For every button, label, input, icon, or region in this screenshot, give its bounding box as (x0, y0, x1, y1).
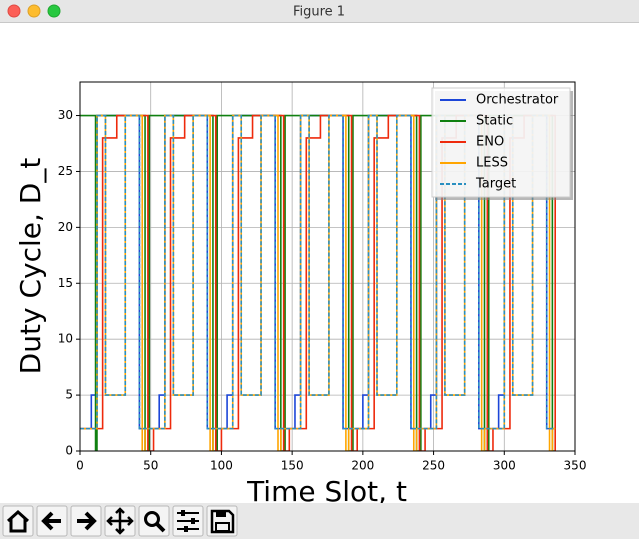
pan-button[interactable] (104, 505, 136, 537)
legend-label: ENO (476, 135, 504, 150)
x-tick-label: 100 (210, 459, 233, 473)
home-button[interactable] (2, 505, 34, 537)
y-tick-label: 10 (58, 332, 73, 346)
forward-button[interactable] (70, 505, 102, 537)
x-tick-label: 250 (422, 459, 445, 473)
legend-label: LESS (476, 156, 508, 171)
toolbar (0, 503, 639, 539)
close-button[interactable] (7, 4, 21, 18)
y-tick-label: 25 (58, 164, 73, 178)
series-line (80, 114, 556, 451)
minimize-button[interactable] (27, 4, 41, 18)
legend-label: Orchestrator (476, 93, 559, 108)
zoom-button[interactable] (47, 4, 61, 18)
series-line (80, 114, 556, 430)
title-bar (0, 0, 639, 22)
y-axis-label: Duty Cycle, D_t (14, 158, 47, 375)
y-tick-label: 0 (65, 444, 73, 458)
x-axis-label: Time Slot, t (246, 475, 407, 508)
legend-label: Static (476, 114, 513, 129)
legend-label: Target (475, 177, 516, 192)
y-tick-label: 15 (58, 276, 73, 290)
y-tick-label: 5 (65, 388, 73, 402)
configure-button[interactable] (172, 505, 204, 537)
y-tick-label: 30 (58, 108, 73, 122)
axes-frame (79, 81, 576, 452)
x-tick-label: 300 (493, 459, 516, 473)
x-tick-label: 200 (351, 459, 374, 473)
back-button[interactable] (36, 505, 68, 537)
y-tick-label: 20 (58, 220, 73, 234)
zoom-tool-button[interactable] (138, 505, 170, 537)
save-button[interactable] (206, 505, 238, 537)
window-title: Figure 1 (293, 5, 345, 20)
x-tick-label: 350 (564, 459, 587, 473)
x-tick-label: 150 (281, 459, 304, 473)
x-tick-label: 50 (143, 459, 158, 473)
x-tick-label: 0 (76, 459, 84, 473)
